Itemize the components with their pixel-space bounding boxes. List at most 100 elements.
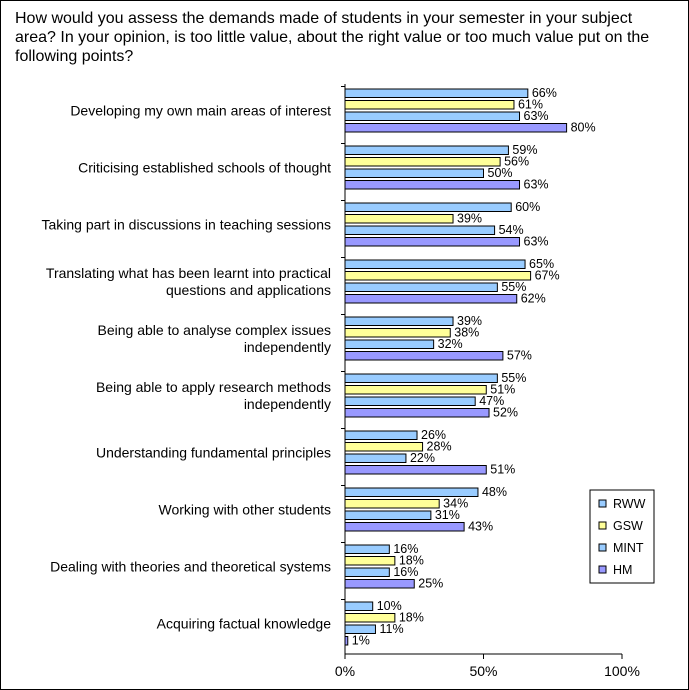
bar [344,271,532,281]
bar [344,499,440,509]
data-label: 28% [427,440,452,454]
data-label: 16% [393,565,418,579]
bar [344,100,515,110]
data-label: 31% [435,508,460,522]
bar [344,225,496,235]
bar [344,328,451,338]
data-label: 62% [521,292,546,306]
bar [344,601,374,611]
bar [344,396,476,406]
data-label: 61% [518,98,543,112]
bar [344,259,526,269]
data-label: 52% [493,406,518,420]
bar [344,510,432,520]
bar [344,316,454,326]
category-label: Criticising established schools of thoug… [78,160,331,176]
data-label: 34% [443,497,468,511]
data-label: 48% [482,485,507,499]
data-label: 63% [524,109,549,123]
legend-label: RWW [613,497,646,511]
bar [344,465,487,475]
bar [344,385,487,395]
data-label: 25% [418,577,443,591]
bar [344,556,396,566]
data-label: 26% [421,428,446,442]
data-label: 47% [479,394,504,408]
category-label: Being able to apply research methods [96,379,331,395]
data-label: 56% [504,155,529,169]
legend-label: HM [613,563,632,577]
bar [344,157,501,167]
category-label: Being able to analyse complex issues [98,322,331,338]
data-label: 60% [515,200,540,214]
data-label: 54% [499,223,524,237]
category-label: independently [244,339,331,355]
bar [344,202,512,212]
data-label: 51% [490,463,515,477]
data-label: 32% [438,337,463,351]
data-label: 65% [529,257,554,271]
data-label: 10% [377,599,402,613]
bar [344,453,407,463]
x-tick-label: 0% [335,663,355,679]
data-label: 39% [457,212,482,226]
data-label: 18% [399,611,424,625]
bar [344,442,424,452]
bar [344,579,415,589]
bar [344,282,498,292]
bar [344,567,390,577]
category-label: Understanding fundamental principles [96,445,331,461]
category-label: independently [244,396,331,412]
bar [344,214,454,224]
category-label: Dealing with theories and theoretical sy… [50,559,331,575]
data-label: 57% [507,349,532,363]
legend-label: MINT [613,541,644,555]
data-label: 55% [501,371,526,385]
legend-swatch [598,543,607,552]
category-label: Translating what has been learnt into pr… [46,265,331,281]
category-label: questions and applications [166,282,331,298]
bar [344,145,509,155]
data-label: 1% [352,634,370,648]
bar [344,613,396,623]
x-tick-label: 100% [604,663,640,679]
bar [344,88,529,98]
legend-swatch [598,565,607,574]
bar [344,180,521,190]
data-label: 63% [524,178,549,192]
bar [344,522,465,532]
bar [344,544,390,554]
data-label: 80% [571,121,596,135]
bar [344,624,376,634]
data-label: 67% [535,269,560,283]
bar [344,430,418,440]
category-label: Developing my own main areas of interest [70,103,331,119]
bar [344,168,484,178]
data-label: 16% [393,542,418,556]
category-label: Acquiring factual knowledge [157,616,332,632]
data-label: 11% [379,622,403,636]
data-label: 59% [512,143,537,157]
data-label: 50% [488,166,513,180]
category-label: Taking part in discussions in teaching s… [42,217,332,233]
data-label: 39% [457,314,482,328]
legend-swatch [598,499,607,508]
bar [344,237,521,247]
bar [344,373,498,383]
data-label: 38% [454,326,479,340]
data-label: 51% [490,383,515,397]
bar [344,636,349,646]
data-label: 66% [532,86,557,100]
bar [344,111,521,121]
category-label: Working with other students [159,502,332,518]
bar [344,351,504,361]
data-label: 55% [501,280,526,294]
bar [344,408,490,418]
bar [344,339,435,349]
data-label: 63% [524,235,549,249]
data-label: 43% [468,520,493,534]
data-label: 22% [410,451,435,465]
bar [344,487,479,497]
